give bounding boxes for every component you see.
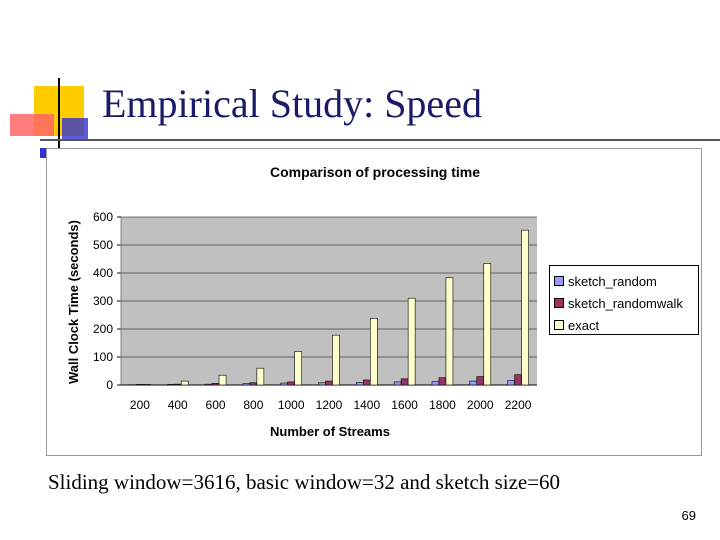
bar-exact (180, 380, 189, 386)
bar-exact (370, 318, 378, 386)
bar-exact (445, 277, 454, 386)
x-tick-label: 400 (168, 398, 188, 412)
bar-exact (332, 334, 340, 386)
y-tick-label: 500 (93, 238, 113, 252)
bar-exact (143, 384, 151, 386)
legend-swatch-exact (554, 320, 564, 330)
bar-sketch-randomwalk (438, 377, 447, 386)
bar-sketch-randomwalk (514, 374, 522, 386)
slide-title: Empirical Study: Speed (102, 81, 482, 126)
bar-exact (483, 263, 492, 386)
logo-vertical-line (58, 78, 60, 150)
y-tick-label: 200 (93, 322, 113, 336)
x-tick-label: 1400 (353, 398, 380, 412)
x-tick-label: 600 (206, 398, 226, 412)
bar-sketch-random (469, 380, 478, 386)
x-tick-label: 200 (130, 398, 150, 412)
bar-sketch-random (393, 381, 402, 386)
bar-exact (407, 297, 416, 386)
bar-sketch-randomwalk (363, 379, 371, 386)
chart-legend: sketch_random sketch_randomwalk exact (549, 265, 699, 335)
bar-sketch-randomwalk (211, 383, 220, 386)
page-number: 69 (681, 508, 696, 523)
bar-sketch-randomwalk (173, 383, 182, 386)
bar-sketch-randomwalk (400, 378, 409, 386)
x-tick-label: 2200 (505, 398, 532, 412)
x-tick-label: 1000 (278, 398, 305, 412)
bar-exact (218, 374, 227, 386)
slide-caption: Sliding window=3616, basic window=32 and… (48, 470, 561, 494)
title-divider (40, 139, 720, 141)
y-tick-label: 100 (93, 350, 113, 364)
logo-blue-small (40, 148, 48, 158)
bar-sketch-randomwalk (136, 384, 144, 386)
bar-sketch-random (318, 382, 326, 386)
bar-sketch-random (507, 380, 515, 386)
bar-sketch-random (242, 383, 251, 386)
y-axis-label: Wall Clock Time (seconds) (66, 220, 81, 384)
y-tick-label: 600 (93, 210, 113, 224)
x-tick-label: 1200 (316, 398, 343, 412)
y-tick-label: 400 (93, 266, 113, 280)
x-tick-label: 2000 (467, 398, 494, 412)
legend-label-exact: exact (568, 317, 600, 333)
bar-sketch-randomwalk (287, 381, 295, 386)
legend-swatch-sketch-randomwalk (554, 298, 564, 308)
legend-item-sketch-randomwalk: sketch_randomwalk (554, 292, 698, 314)
x-axis-label: Number of Streams (270, 424, 390, 439)
bar-sketch-randomwalk (249, 382, 258, 386)
bar-sketch-random (204, 383, 213, 386)
bar-sketch-random (431, 381, 440, 386)
x-tick-label: 800 (243, 398, 263, 412)
legend-label-sketch-randomwalk: sketch_randomwalk (568, 295, 683, 311)
legend-swatch-sketch-random (554, 276, 564, 286)
x-tick-label: 1800 (429, 398, 456, 412)
bar-sketch-random (356, 382, 364, 386)
bar-exact (521, 229, 529, 386)
bar-exact (256, 367, 265, 386)
bar-chart: Comparison of processing time 0 100 200 300… (66, 164, 537, 439)
bar-sketch-randomwalk (476, 376, 485, 386)
legend-label-sketch-random: sketch_random (568, 273, 657, 289)
logo-red-bar (10, 114, 54, 136)
legend-item-exact: exact (554, 314, 698, 336)
y-tick-label: 300 (93, 294, 113, 308)
y-tick-label: 0 (106, 378, 113, 392)
x-tick-label: 1600 (391, 398, 418, 412)
chart-frame: Comparison of processing time 0 100 200 300… (46, 148, 702, 456)
chart-title: Comparison of processing time (270, 164, 480, 180)
logo-blue-square (62, 118, 88, 140)
bar-sketch-random (166, 384, 175, 386)
legend-item-sketch-random: sketch_random (554, 270, 698, 292)
bar-exact (294, 351, 302, 386)
bar-sketch-random (280, 382, 288, 386)
bar-sketch-randomwalk (325, 380, 333, 386)
